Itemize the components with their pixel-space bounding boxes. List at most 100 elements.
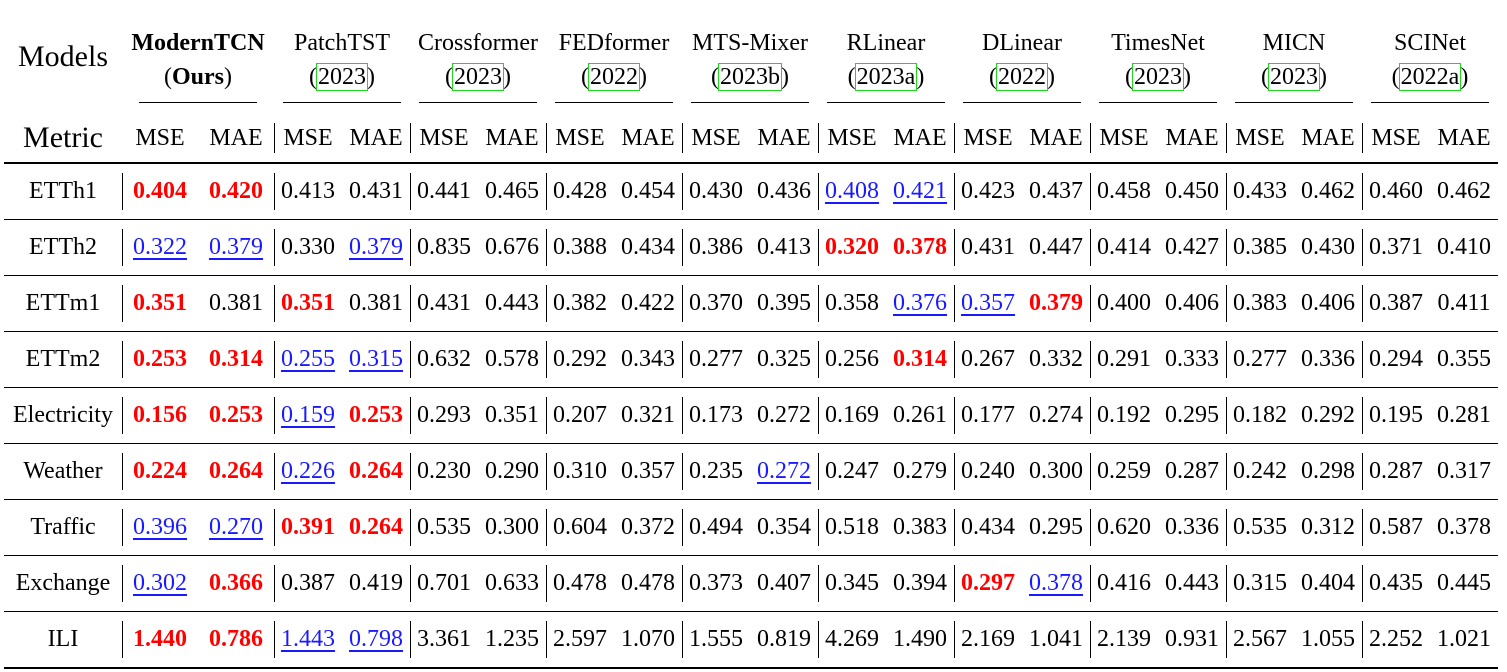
value: 0.315	[349, 346, 403, 372]
value-cell: 0.259	[1090, 443, 1158, 500]
value-cell: 0.632	[410, 331, 478, 388]
value-cell: 0.272	[750, 443, 818, 500]
value-cell: 0.391	[274, 499, 342, 556]
value: 0.494	[689, 514, 743, 540]
model-year: (2022a)	[1371, 60, 1489, 103]
value-cell: 0.370	[682, 275, 750, 332]
value: 0.177	[961, 402, 1015, 428]
value: 0.261	[893, 402, 947, 428]
value: 0.386	[689, 234, 743, 260]
model-name: PatchTST	[294, 30, 390, 56]
value: 0.431	[961, 234, 1015, 260]
metric-name: MAE	[750, 114, 818, 164]
value-cell: 0.462	[1430, 163, 1498, 220]
value-cell: 0.169	[818, 387, 886, 444]
value: 0.408	[825, 178, 879, 204]
value-cell: 0.156	[122, 387, 198, 444]
value: 0.336	[1165, 514, 1219, 540]
value-cell: 0.786	[198, 611, 274, 669]
value-cell: 0.351	[478, 387, 546, 444]
model-year: (2023a)	[827, 60, 945, 103]
metric-name: MSE	[954, 114, 1022, 164]
value: 0.292	[553, 346, 607, 372]
value-cell: 0.447	[1022, 219, 1090, 276]
model-header: DLinear (2022)	[954, 8, 1090, 114]
value-cell: 0.443	[1158, 555, 1226, 612]
value: 0.287	[1369, 458, 1423, 484]
value-cell: 0.314	[198, 331, 274, 388]
value-cell: 1.041	[1022, 611, 1090, 669]
value: 0.333	[1165, 346, 1219, 372]
value-cell: 0.230	[410, 443, 478, 500]
value: 0.320	[825, 234, 879, 260]
value: 0.270	[209, 514, 263, 540]
value: 0.224	[133, 458, 187, 484]
value-cell: 0.835	[410, 219, 478, 276]
value-cell: 0.195	[1362, 387, 1430, 444]
dataset-name: ETTh2	[4, 219, 122, 276]
value: 0.378	[893, 234, 947, 260]
value: 0.385	[1233, 234, 1287, 260]
value: 0.255	[281, 346, 335, 372]
metric-name: MSE	[818, 114, 886, 164]
value: 0.242	[1233, 458, 1287, 484]
value: 0.256	[825, 346, 879, 372]
value: 0.330	[281, 234, 335, 260]
value: 0.302	[133, 570, 187, 596]
value: 0.381	[349, 290, 403, 316]
model-name: FEDformer	[558, 30, 670, 56]
value-cell: 0.277	[1226, 331, 1294, 388]
metric-name: MAE	[1294, 114, 1362, 164]
value: 0.676	[485, 234, 539, 260]
value-cell: 0.315	[1226, 555, 1294, 612]
value: 0.372	[621, 514, 675, 540]
value: 0.267	[961, 346, 1015, 372]
value-cell: 0.321	[614, 387, 682, 444]
value-cell: 0.358	[818, 275, 886, 332]
data-row: Electricity 0.156 0.253 0.159 0.253 0.293 0.35…	[4, 387, 1498, 444]
value-cell: 0.404	[1294, 555, 1362, 612]
model-year: (2023)	[1235, 60, 1353, 103]
value-cell: 0.264	[342, 443, 410, 500]
value: 0.378	[1029, 570, 1083, 596]
value: 0.287	[1165, 458, 1219, 484]
value: 0.336	[1301, 346, 1355, 372]
metric-name: MAE	[614, 114, 682, 164]
value: 0.314	[209, 346, 263, 372]
value-cell: 0.294	[1362, 331, 1430, 388]
model-header: ModernTCN (Ours)	[122, 8, 274, 114]
metric-name: MSE	[122, 114, 198, 164]
value-cell: 0.435	[1362, 555, 1430, 612]
value-cell: 0.287	[1158, 443, 1226, 500]
value-cell: 0.295	[1022, 499, 1090, 556]
value-cell: 0.224	[122, 443, 198, 500]
value-cell: 0.422	[614, 275, 682, 332]
value: 0.535	[417, 514, 471, 540]
value-cell: 0.387	[1362, 275, 1430, 332]
value-cell: 0.357	[614, 443, 682, 500]
value-cell: 0.400	[1090, 275, 1158, 332]
value: 0.404	[1301, 570, 1355, 596]
metric-name: MSE	[410, 114, 478, 164]
value: 0.395	[757, 290, 811, 316]
value-cell: 0.931	[1158, 611, 1226, 669]
value: 0.277	[689, 346, 743, 372]
value-cell: 0.261	[886, 387, 954, 444]
value: 0.478	[621, 570, 675, 596]
value-cell: 0.460	[1362, 163, 1430, 220]
value-cell: 0.414	[1090, 219, 1158, 276]
value-cell: 0.267	[954, 331, 1022, 388]
value-cell: 0.388	[546, 219, 614, 276]
value: 2.139	[1097, 626, 1151, 652]
value: 0.428	[553, 178, 607, 204]
value: 0.272	[757, 458, 811, 484]
value: 2.169	[961, 626, 1015, 652]
value-cell: 0.255	[274, 331, 342, 388]
value-cell: 0.395	[750, 275, 818, 332]
value: 0.345	[825, 570, 879, 596]
value-cell: 0.207	[546, 387, 614, 444]
model-header: FEDformer (2022)	[546, 8, 682, 114]
value: 0.454	[621, 178, 675, 204]
value-cell: 0.336	[1294, 331, 1362, 388]
value: 0.430	[1301, 234, 1355, 260]
